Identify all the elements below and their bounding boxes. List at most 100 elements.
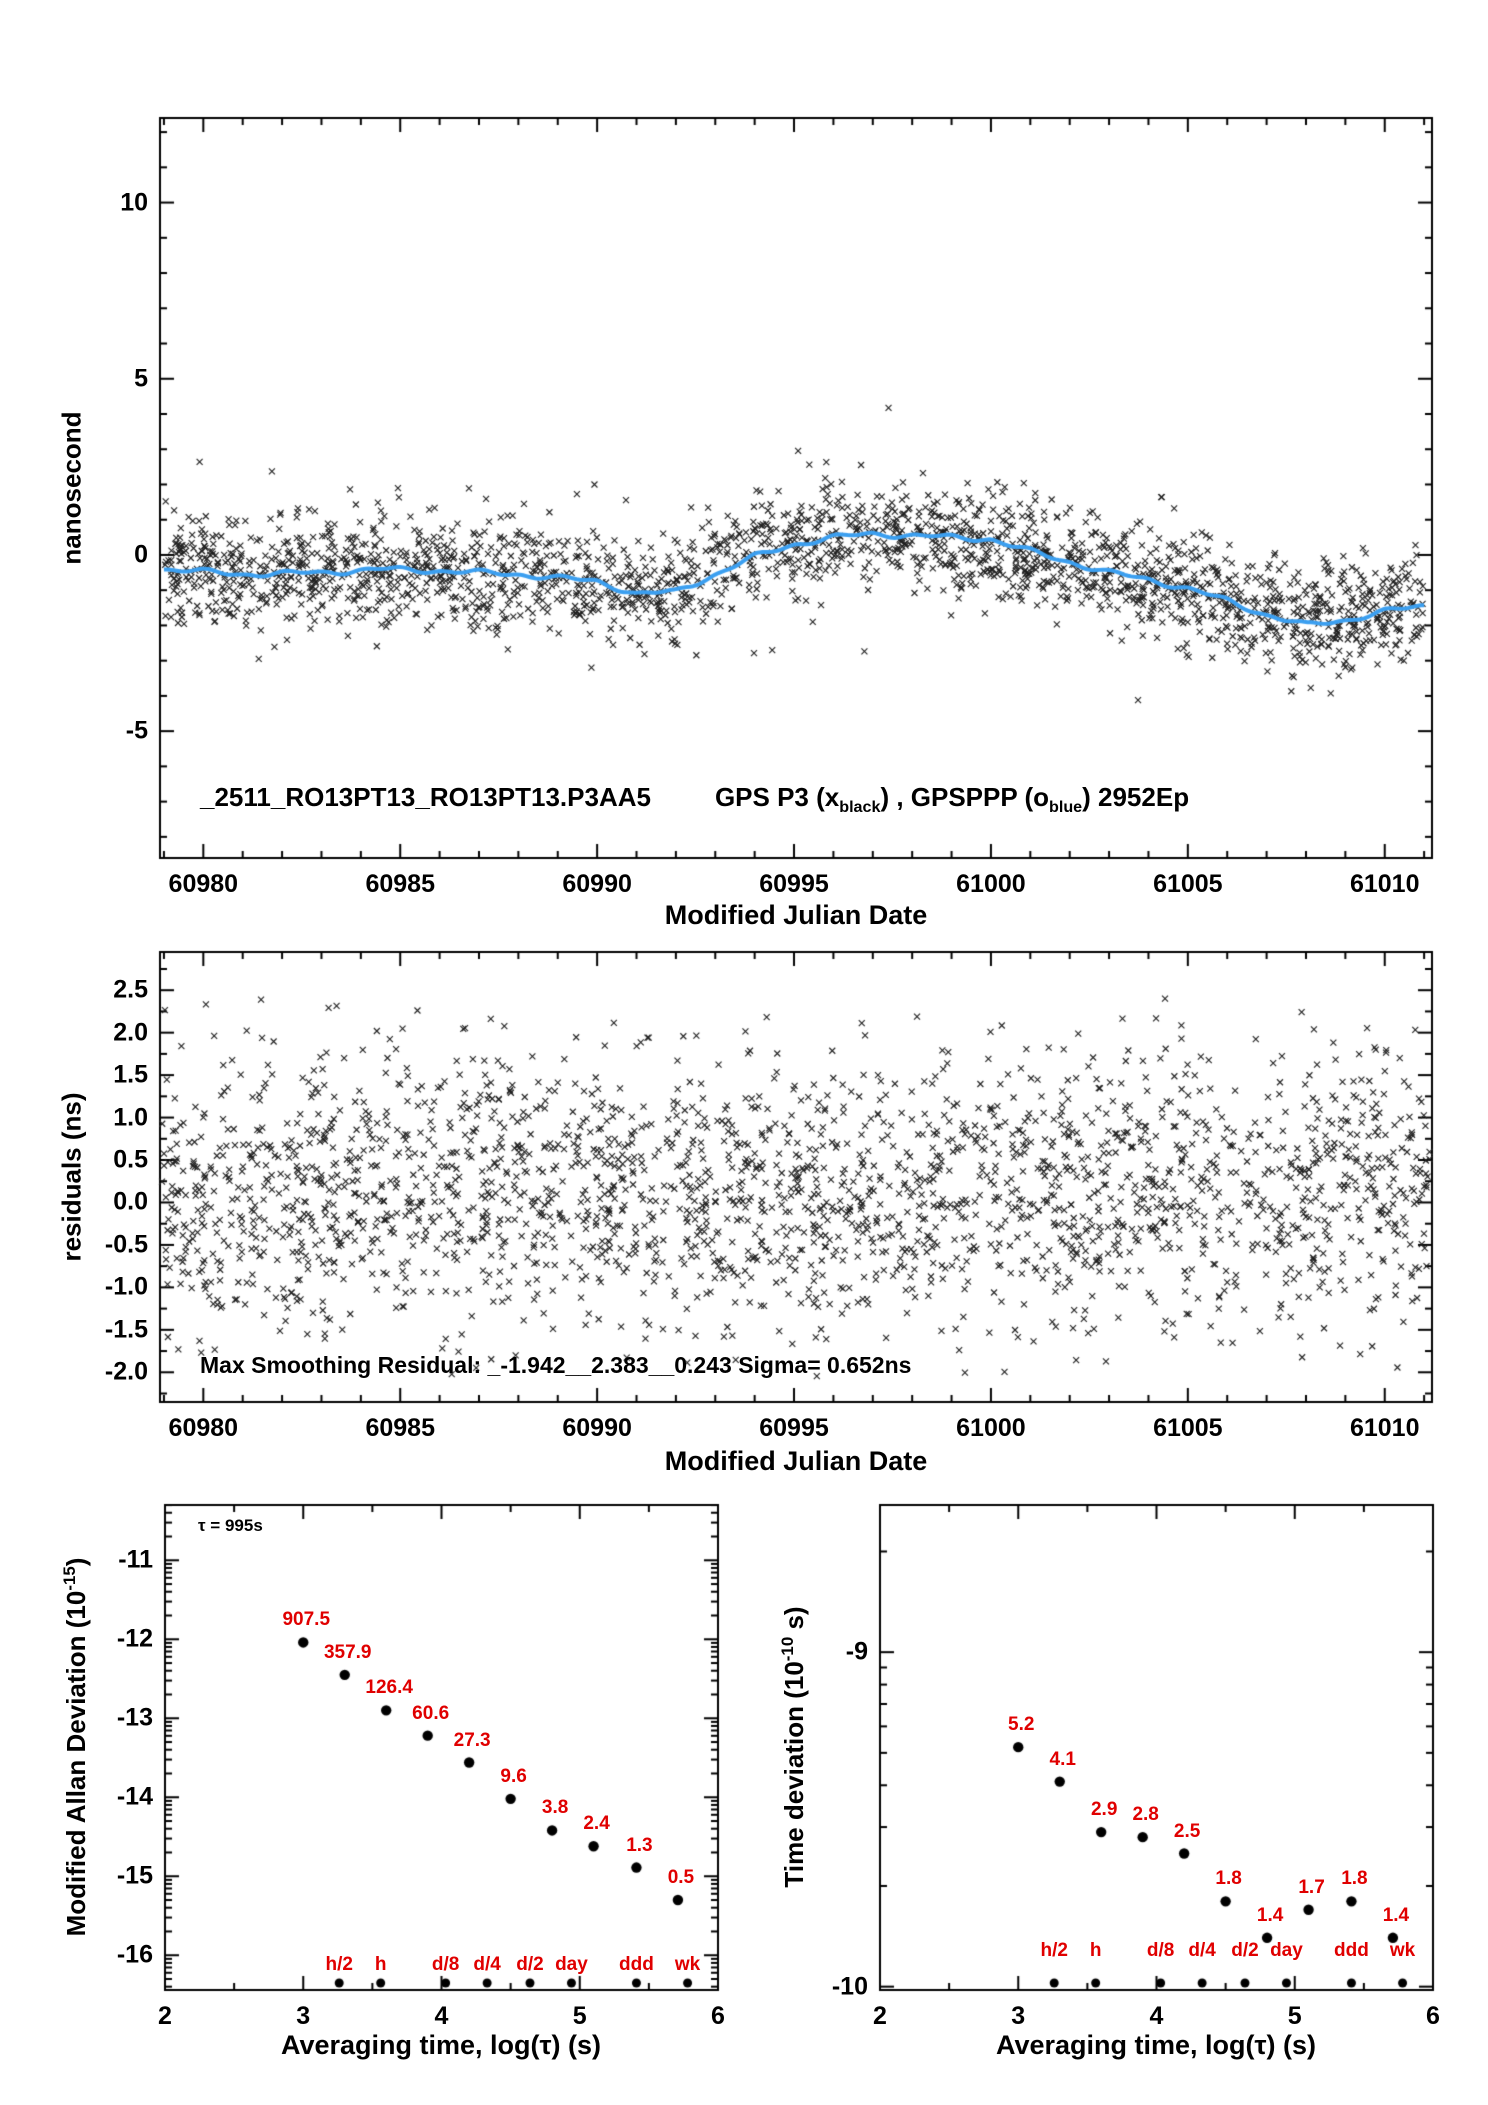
tau-grid-label: h <box>374 1954 387 1975</box>
xtick-label: 4 <box>434 2002 449 2030</box>
ytick-label: -16 <box>116 1940 153 1969</box>
xtick-label: 61000 <box>956 1414 1026 1442</box>
xlabel-mjd-bottom: Modified Julian Date <box>664 1446 928 1476</box>
point-value-label: 2.4 <box>583 1813 610 1835</box>
ytick-label: -2.0 <box>104 1357 148 1386</box>
point-value-label: 0.5 <box>667 1866 695 1888</box>
point-value-label: 9.6 <box>500 1765 527 1787</box>
ytick-label: -12 <box>116 1624 153 1653</box>
ytick-label: 0.0 <box>113 1187 148 1216</box>
point-value-label: 1.7 <box>1298 1876 1325 1898</box>
xtick-label: 3 <box>296 2002 311 2030</box>
ylabel-mdev-pre: Modified Allan Deviation (10 <box>60 1590 91 1937</box>
xtick-label: 60995 <box>759 1414 829 1442</box>
xtick-label: 60995 <box>759 870 829 898</box>
tau-grid-label: d/4 <box>473 1954 501 1975</box>
tau-grid-label: wk <box>674 1954 701 1975</box>
ytick-label: 2.0 <box>113 1018 148 1047</box>
tau-grid-label: day <box>1270 1940 1303 1961</box>
ylabel-tdev: Time deviation (10-10 s) <box>778 1606 810 1887</box>
point-value-label: 126.4 <box>365 1677 413 1699</box>
xtick-label: 2 <box>158 2002 172 2030</box>
point-value-label: 4.1 <box>1049 1748 1076 1770</box>
ytick-label: -14 <box>116 1782 153 1811</box>
ylabel-tdev-post: s) <box>778 1606 809 1637</box>
xtick-label: 6 <box>711 2002 725 2030</box>
point-value-label: 60.6 <box>412 1702 450 1724</box>
legend-part-a: GPS P3 (x <box>714 782 840 812</box>
point-value-label: 5.2 <box>1008 1714 1035 1736</box>
point-value-label: 1.3 <box>626 1834 653 1856</box>
tau-note: τ = 995s <box>198 1516 263 1535</box>
xtick-label: 60980 <box>168 870 239 898</box>
xtick-label: 60985 <box>365 870 435 898</box>
tau-grid-label: d/8 <box>431 1954 460 1975</box>
tau-grid-label: day <box>555 1954 588 1975</box>
xtick-label: 61000 <box>956 870 1026 898</box>
ytick-label: -13 <box>116 1703 153 1732</box>
ylabel-nanosecond: nanosecond <box>56 411 87 565</box>
xtick-label: 4 <box>1149 2002 1164 2030</box>
ytick-label: -10 <box>831 1972 868 2001</box>
tau-grid-label: h/2 <box>325 1954 353 1975</box>
point-value-label: 2.8 <box>1132 1804 1159 1826</box>
point-value-label: 907.5 <box>282 1609 331 1631</box>
ytick-label: -9 <box>845 1637 868 1666</box>
xlabel-avgtime-left: Averaging time, log(τ) (s) <box>280 2030 602 2060</box>
legend-sub-blue: blue <box>1049 798 1083 817</box>
top-panel-annotation: _2511_RO13PT13_RO13PT13.P3AA5 GPS P3 (xbl… <box>200 782 1189 817</box>
tau-grid-label: d/2 <box>516 1954 544 1975</box>
point-value-label: 1.4 <box>1382 1904 1410 1926</box>
tau-grid-label: wk <box>1389 1940 1416 1961</box>
xtick-label: 3 <box>1011 2002 1026 2030</box>
xtick-label: 61005 <box>1153 1414 1223 1442</box>
ylabel-residuals: residuals (ns) <box>56 1092 87 1262</box>
xtick-label: 60985 <box>365 1414 435 1442</box>
ytick-label: 0 <box>134 540 148 569</box>
xtick-label: 61005 <box>1153 870 1223 898</box>
ytick-label: 2.5 <box>113 975 148 1004</box>
ylabel-tdev-sup: -10 <box>778 1636 798 1662</box>
ytick-label: -11 <box>118 1545 153 1574</box>
series-label: _2511_RO13PT13_RO13PT13.P3AA5 <box>200 782 651 812</box>
point-value-label: 2.9 <box>1090 1799 1118 1821</box>
ytick-label: -15 <box>116 1861 153 1890</box>
ylabel-mdev: Modified Allan Deviation (10-15) <box>60 1558 92 1937</box>
legend-part-b: ) , GPSPPP (o <box>880 782 1049 812</box>
tau-grid-label: ddd <box>619 1954 654 1975</box>
ytick-label: 10 <box>120 188 148 217</box>
xtick-label: 6 <box>1426 2002 1440 2030</box>
xtick-label: 61010 <box>1349 1414 1420 1442</box>
ylabel-mdev-post: ) <box>60 1557 91 1567</box>
residual-annotation: Max Smoothing Residual: _-1.942__2.383__… <box>200 1352 912 1378</box>
ytick-label: 1.5 <box>113 1060 148 1089</box>
tau-grid-label: d/4 <box>1188 1940 1216 1961</box>
xtick-label: 5 <box>572 2002 587 2030</box>
xlabel-avgtime-right: Averaging time, log(τ) (s) <box>995 2030 1317 2060</box>
xtick-label: 60980 <box>168 1414 239 1442</box>
tau-grid-label: ddd <box>1334 1940 1369 1961</box>
ytick-label: 5 <box>134 364 148 393</box>
ylabel-tdev-pre: Time deviation (10 <box>778 1661 809 1888</box>
xtick-label: 5 <box>1287 2002 1302 2030</box>
legend-part-c: ) 2952Ep <box>1082 782 1190 812</box>
xlabel-mjd-top: Modified Julian Date <box>664 900 928 930</box>
ytick-label: -1.5 <box>104 1315 148 1344</box>
xtick-label: 60990 <box>562 1414 632 1442</box>
point-value-label: 3.8 <box>541 1797 569 1819</box>
ytick-label: -5 <box>125 716 148 745</box>
ytick-label: -0.5 <box>104 1230 148 1259</box>
tau-grid-label: d/8 <box>1146 1940 1175 1961</box>
xtick-label: 60990 <box>562 870 632 898</box>
tau-grid-label: h <box>1089 1940 1102 1961</box>
ytick-label: 0.5 <box>113 1145 148 1174</box>
point-value-label: 1.8 <box>1341 1868 1368 1890</box>
legend-sub-black: black <box>839 798 881 817</box>
point-value-label: 1.8 <box>1215 1868 1242 1890</box>
tau-grid-label: h/2 <box>1040 1940 1068 1961</box>
ylabel-mdev-sup: -15 <box>60 1566 80 1591</box>
point-value-label: 357.9 <box>323 1641 372 1663</box>
xtick-label: 2 <box>873 2002 887 2030</box>
